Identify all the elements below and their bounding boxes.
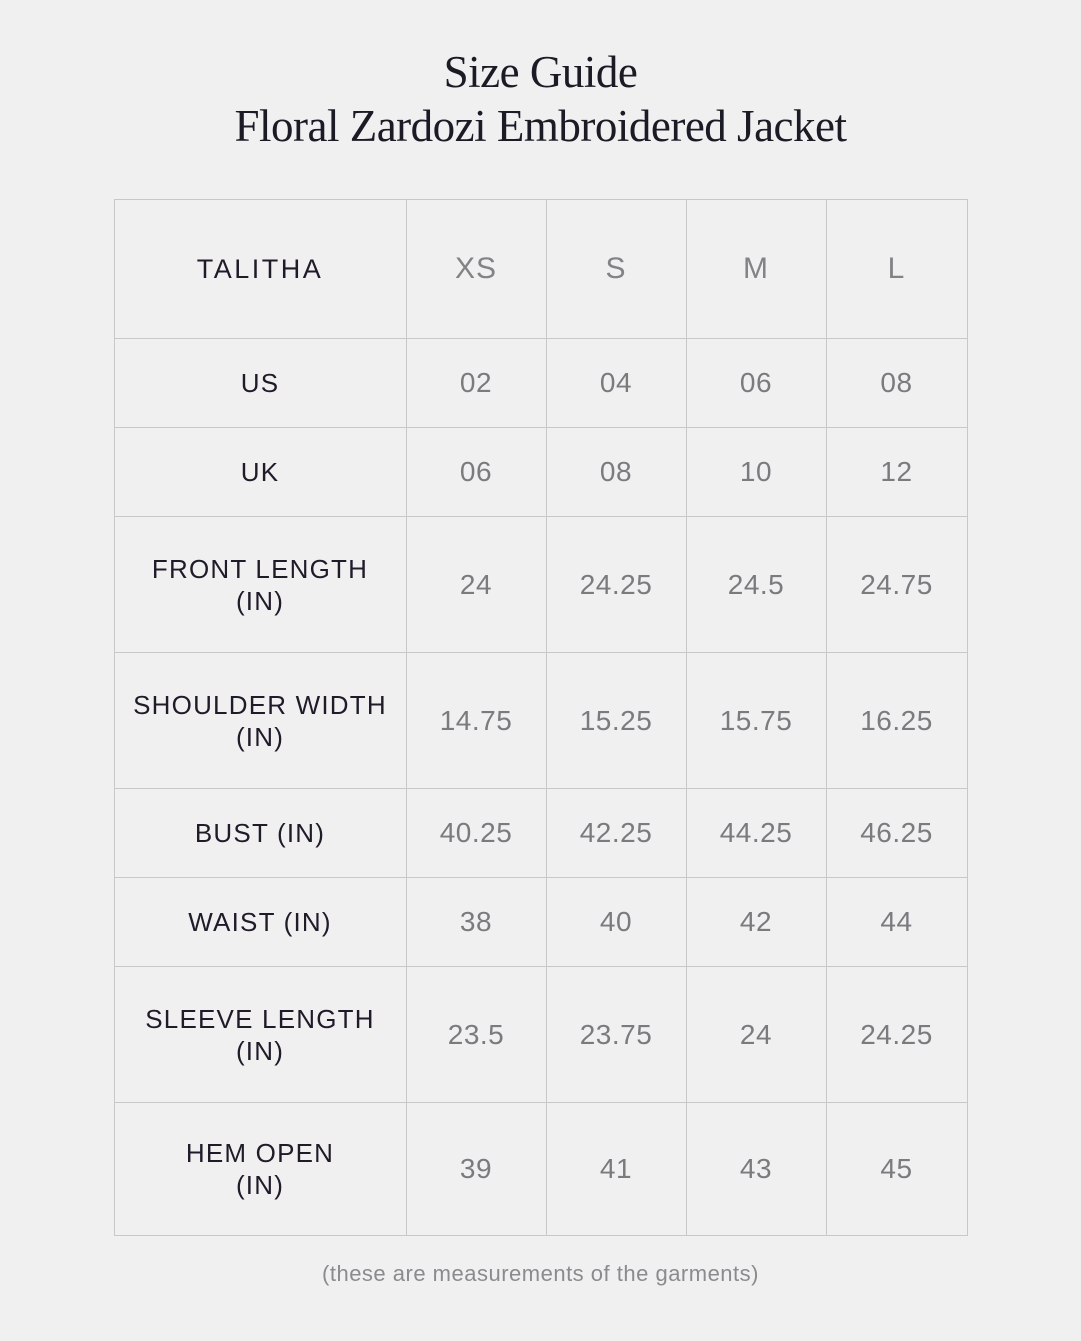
table-row-sleeve-length: SLEEVE LENGTH (IN) 23.5 23.75 24 24.25 [113,966,968,1103]
value-cell: 41 [545,1102,687,1236]
value-cell: 12 [825,427,968,517]
size-chart-table: TALITHA XS S M L US 02 04 06 08 UK [113,199,968,1236]
row-label-text: SLEEVE LENGTH [145,1003,375,1034]
value-cell: 08 [545,427,687,517]
row-label: HEM OPEN (IN) [113,1102,407,1236]
row-label: US [113,338,407,428]
value-cell: 15.25 [545,652,687,789]
row-label-text: WAIST (IN) [188,907,332,937]
row-label-text: UK [240,457,280,487]
table-header-row: TALITHA XS S M L [113,199,968,339]
value-cell: 10 [685,427,827,517]
value-cell: 14.75 [405,652,547,789]
row-label: FRONT LENGTH (IN) [113,516,407,653]
row-label: BUST (IN) [113,788,407,878]
row-label-text: SHOULDER WIDTH [133,689,387,720]
value-cell: 45 [825,1102,968,1236]
value-cell: 46.25 [825,788,968,878]
value-cell: 06 [685,338,827,428]
brand-cell: TALITHA [113,199,407,339]
value-cell: 44.25 [685,788,827,878]
value-cell: 40 [545,877,687,967]
table-row-waist: WAIST (IN) 38 40 42 44 [113,877,968,967]
value-cell: 23.5 [405,966,547,1103]
row-label: SLEEVE LENGTH (IN) [113,966,407,1103]
garment-measurement-note: (these are measurements of the garments) [322,1261,759,1286]
value-cell: 42 [685,877,827,967]
value-cell: 44 [825,877,968,967]
table-row-uk: UK 06 08 10 12 [113,427,968,517]
value-cell: 24 [405,516,547,653]
row-label: UK [113,427,407,517]
table-row-us: US 02 04 06 08 [113,338,968,428]
value-cell: 06 [405,427,547,517]
value-cell: 08 [825,338,968,428]
table-row-hem-open: HEM OPEN (IN) 39 41 43 45 [113,1102,968,1236]
size-col-xs: XS [405,199,547,339]
value-cell: 23.75 [545,966,687,1103]
row-label-text: FRONT LENGTH [151,553,369,584]
value-cell: 16.25 [825,652,968,789]
row-label-text: (IN) [235,1035,285,1066]
size-guide-heading: Size Guide [443,47,638,97]
value-cell: 24.25 [825,966,968,1103]
row-label-text: HEM OPEN [185,1138,335,1168]
table-row-front-length: FRONT LENGTH (IN) 24 24.25 24.5 24.75 [113,516,968,653]
size-col-s: S [545,199,687,339]
row-label-text: (IN) [235,585,285,616]
value-cell: 39 [405,1102,547,1236]
value-cell: 24.5 [685,516,827,653]
row-label: SHOULDER WIDTH (IN) [113,652,407,789]
row-label-text: (IN) [235,1170,285,1200]
value-cell: 40.25 [405,788,547,878]
value-cell: 43 [685,1102,827,1236]
row-label-text: US [240,368,280,398]
value-cell: 38 [405,877,547,967]
value-cell: 02 [405,338,547,428]
row-label: WAIST (IN) [113,877,407,967]
table-row-shoulder-width: SHOULDER WIDTH (IN) 14.75 15.25 15.75 16… [113,652,968,789]
value-cell: 15.75 [685,652,827,789]
row-label-text: BUST (IN) [194,818,326,848]
size-col-m: M [685,199,827,339]
value-cell: 42.25 [545,788,687,878]
row-label-text: (IN) [235,721,285,752]
table-row-bust: BUST (IN) 40.25 42.25 44.25 46.25 [113,788,968,878]
page-title: Size Guide Floral Zardozi Embroidered Ja… [0,0,1081,153]
size-col-l: L [825,199,968,339]
value-cell: 04 [545,338,687,428]
value-cell: 24.75 [825,516,968,653]
value-cell: 24 [685,966,827,1103]
product-name-heading: Floral Zardozi Embroidered Jacket [234,101,847,151]
value-cell: 24.25 [545,516,687,653]
